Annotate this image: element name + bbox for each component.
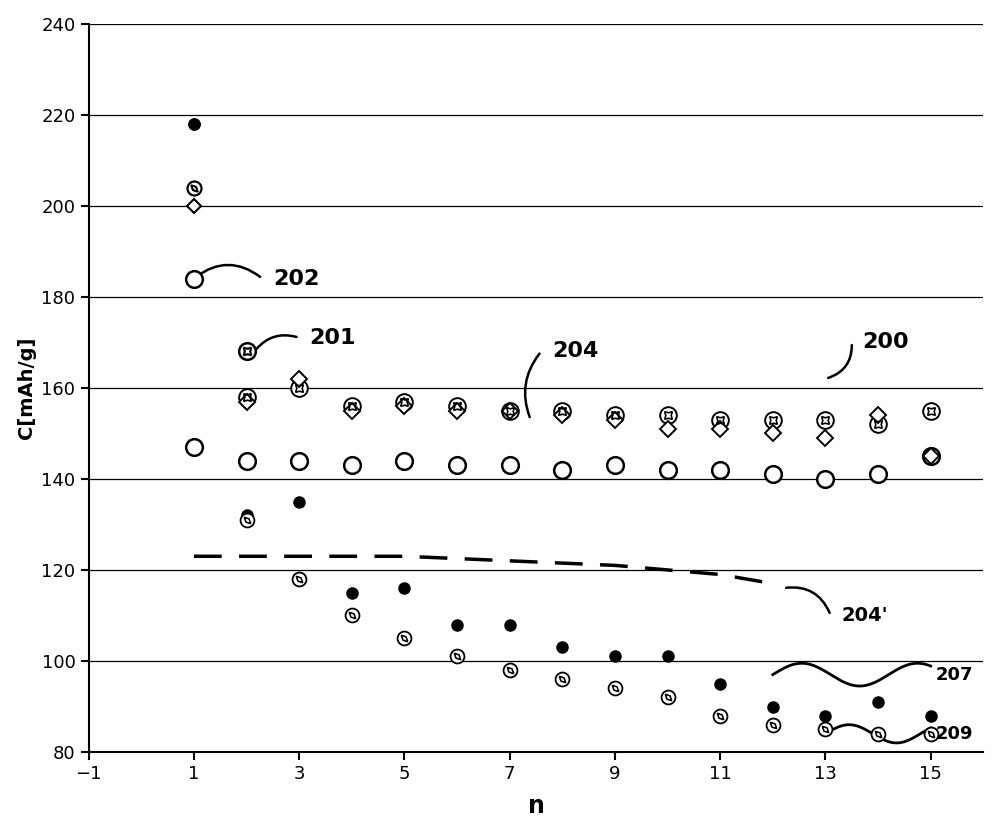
Text: 204': 204' [841, 606, 888, 625]
X-axis label: n: n [528, 794, 544, 818]
Text: 209: 209 [936, 725, 973, 743]
Text: 200: 200 [862, 332, 909, 352]
Text: 201: 201 [310, 328, 356, 347]
Text: 204: 204 [552, 342, 598, 362]
Text: 207: 207 [936, 665, 973, 684]
Text: 202: 202 [273, 269, 319, 289]
Y-axis label: C[mAh/g]: C[mAh/g] [17, 337, 36, 439]
